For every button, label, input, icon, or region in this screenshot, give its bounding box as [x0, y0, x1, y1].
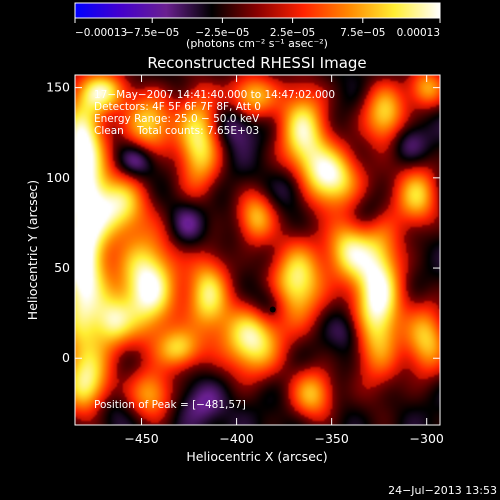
y-axis-ticks: 0 50 100 150 — [46, 80, 440, 365]
colorbar-tick-label: −7.5e−05 — [125, 27, 179, 39]
time-range: 17−May−2007 14:41:40.000 to 14:47:02.000 — [94, 89, 335, 101]
y-axis-label: Heliocentric Y (arcsec) — [25, 180, 40, 320]
y-tick-label: 150 — [46, 80, 70, 95]
colorbar — [74, 2, 441, 19]
x-axis-label: Heliocentric X (arcsec) — [186, 449, 327, 464]
colorbar-tick-label: −0.00013 — [75, 27, 127, 39]
chart-title: Reconstructed RHESSI Image — [147, 54, 366, 72]
colorbar-units-label: (photons cm⁻² s⁻¹ asec⁻²) — [186, 37, 328, 50]
plot-frame — [74, 74, 441, 426]
y-tick-label: 100 — [46, 170, 70, 185]
peak-position: Position of Peak = [−481,57] — [94, 399, 246, 411]
colorbar-tick-label: −2.5e−05 — [195, 27, 249, 39]
peak-marker — [269, 306, 276, 313]
detectors: Detectors: 4F 5F 6F 7F 8F, Att 0 — [94, 101, 261, 113]
x-axis-ticks: −450 −400 −350 −300 — [124, 75, 444, 446]
rhessi-image — [75, 75, 440, 425]
colorbar-tick-label: 2.5e−05 — [270, 27, 315, 39]
colorbar-tick-label: 7.5e−05 — [340, 27, 385, 39]
y-tick-label: 50 — [54, 260, 70, 275]
x-tick-label: −450 — [124, 431, 158, 446]
colorbar-ticks: −0.00013−7.5e−05 −2.5e−05 2.5e−05 7.5e−05 0.… — [74, 18, 441, 39]
x-tick-label: −350 — [314, 431, 348, 446]
footer-date: 24−Jul−2013 13:53 — [388, 484, 497, 497]
colorbar-tick-label: 0.00013 — [397, 27, 440, 39]
x-tick-label: −400 — [219, 431, 253, 446]
energy-range: Energy Range: 25.0 − 50.0 keV — [94, 113, 260, 125]
x-tick-label: −300 — [410, 431, 444, 446]
clean-counts: Clean Total counts: 7.65E+03 — [94, 125, 259, 137]
y-tick-label: 0 — [62, 350, 70, 365]
